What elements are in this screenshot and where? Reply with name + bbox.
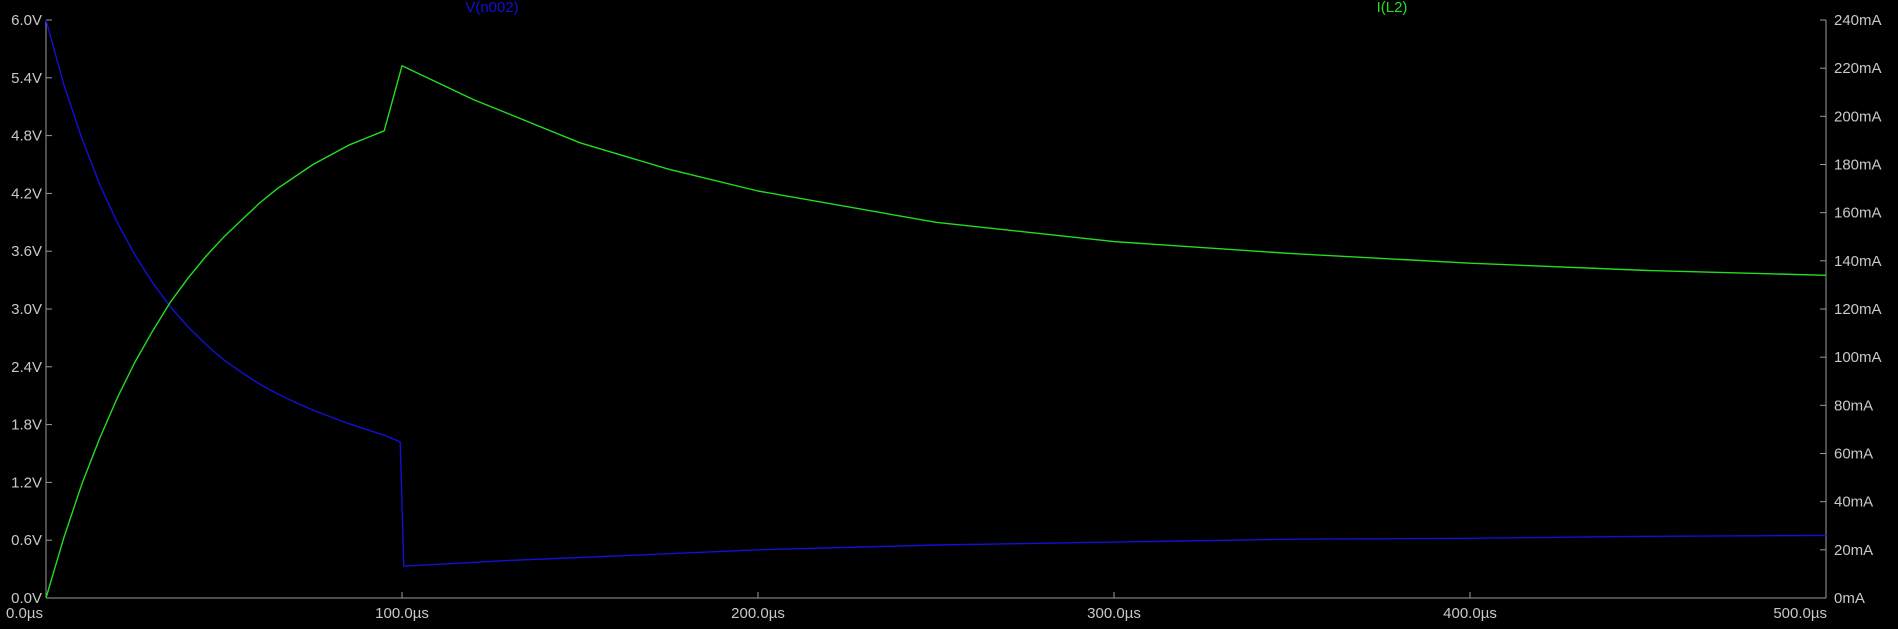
right-tick-label: 40mA [1834,494,1873,511]
trace-line-i-l2 [45,65,1827,599]
trace-labels[interactable]: V(n002) I(L2) [465,0,1407,16]
left-tick-label: 6.0V [11,12,42,29]
trace-label-v-n002[interactable]: V(n002) [465,0,518,16]
left-tick-label: 2.4V [11,359,42,376]
trace-label-i-l2[interactable]: I(L2) [1377,0,1408,16]
right-axis-ticks: 0mA 20mA 40mA 60mA 80mA 100mA 120mA 140mA 160mA 1… [1820,12,1882,607]
traces [45,19,1827,599]
bottom-tick-label: 400.0µs [1443,605,1497,622]
left-tick-label: 4.2V [11,185,42,202]
bottom-tick-label: 100.0µs [375,605,429,622]
bottom-tick-label: 0.0µs [6,605,43,622]
right-tick-label: 160mA [1834,205,1882,222]
bottom-tick-label: 500.0µs [1773,605,1827,622]
left-tick-label: 0.0V [11,590,42,607]
bottom-tick-label: 200.0µs [731,605,785,622]
right-tick-label: 180mA [1834,157,1882,174]
left-tick-label: 0.6V [11,532,42,549]
right-tick-label: 60mA [1834,446,1873,463]
left-tick-label: 3.6V [11,243,42,260]
right-tick-label: 120mA [1834,301,1882,318]
right-tick-label: 220mA [1834,60,1882,77]
bottom-axis-ticks: 0.0µs 100.0µs 200.0µs 300.0µs 400.0µs 500.0µs [6,592,1827,622]
left-tick-label: 5.4V [11,70,42,87]
right-tick-label: 200mA [1834,108,1882,125]
left-tick-label: 1.2V [11,474,42,491]
right-tick-label: 0mA [1834,590,1865,607]
right-tick-label: 240mA [1834,12,1882,29]
left-tick-label: 3.0V [11,301,42,318]
right-tick-label: 80mA [1834,397,1873,414]
left-axis-ticks: 0.0V 0.6V 1.2V 1.8V 2.4V 3.0V 3.6V 4.2V 4.8V 5.4V… [11,12,52,607]
bottom-tick-label: 300.0µs [1087,605,1141,622]
left-tick-label: 1.8V [11,417,42,434]
left-tick-label: 4.8V [11,128,42,145]
right-tick-label: 20mA [1834,542,1873,559]
right-tick-label: 140mA [1834,253,1882,270]
trace-line-v-n002 [45,19,1827,567]
right-tick-label: 100mA [1834,349,1882,366]
